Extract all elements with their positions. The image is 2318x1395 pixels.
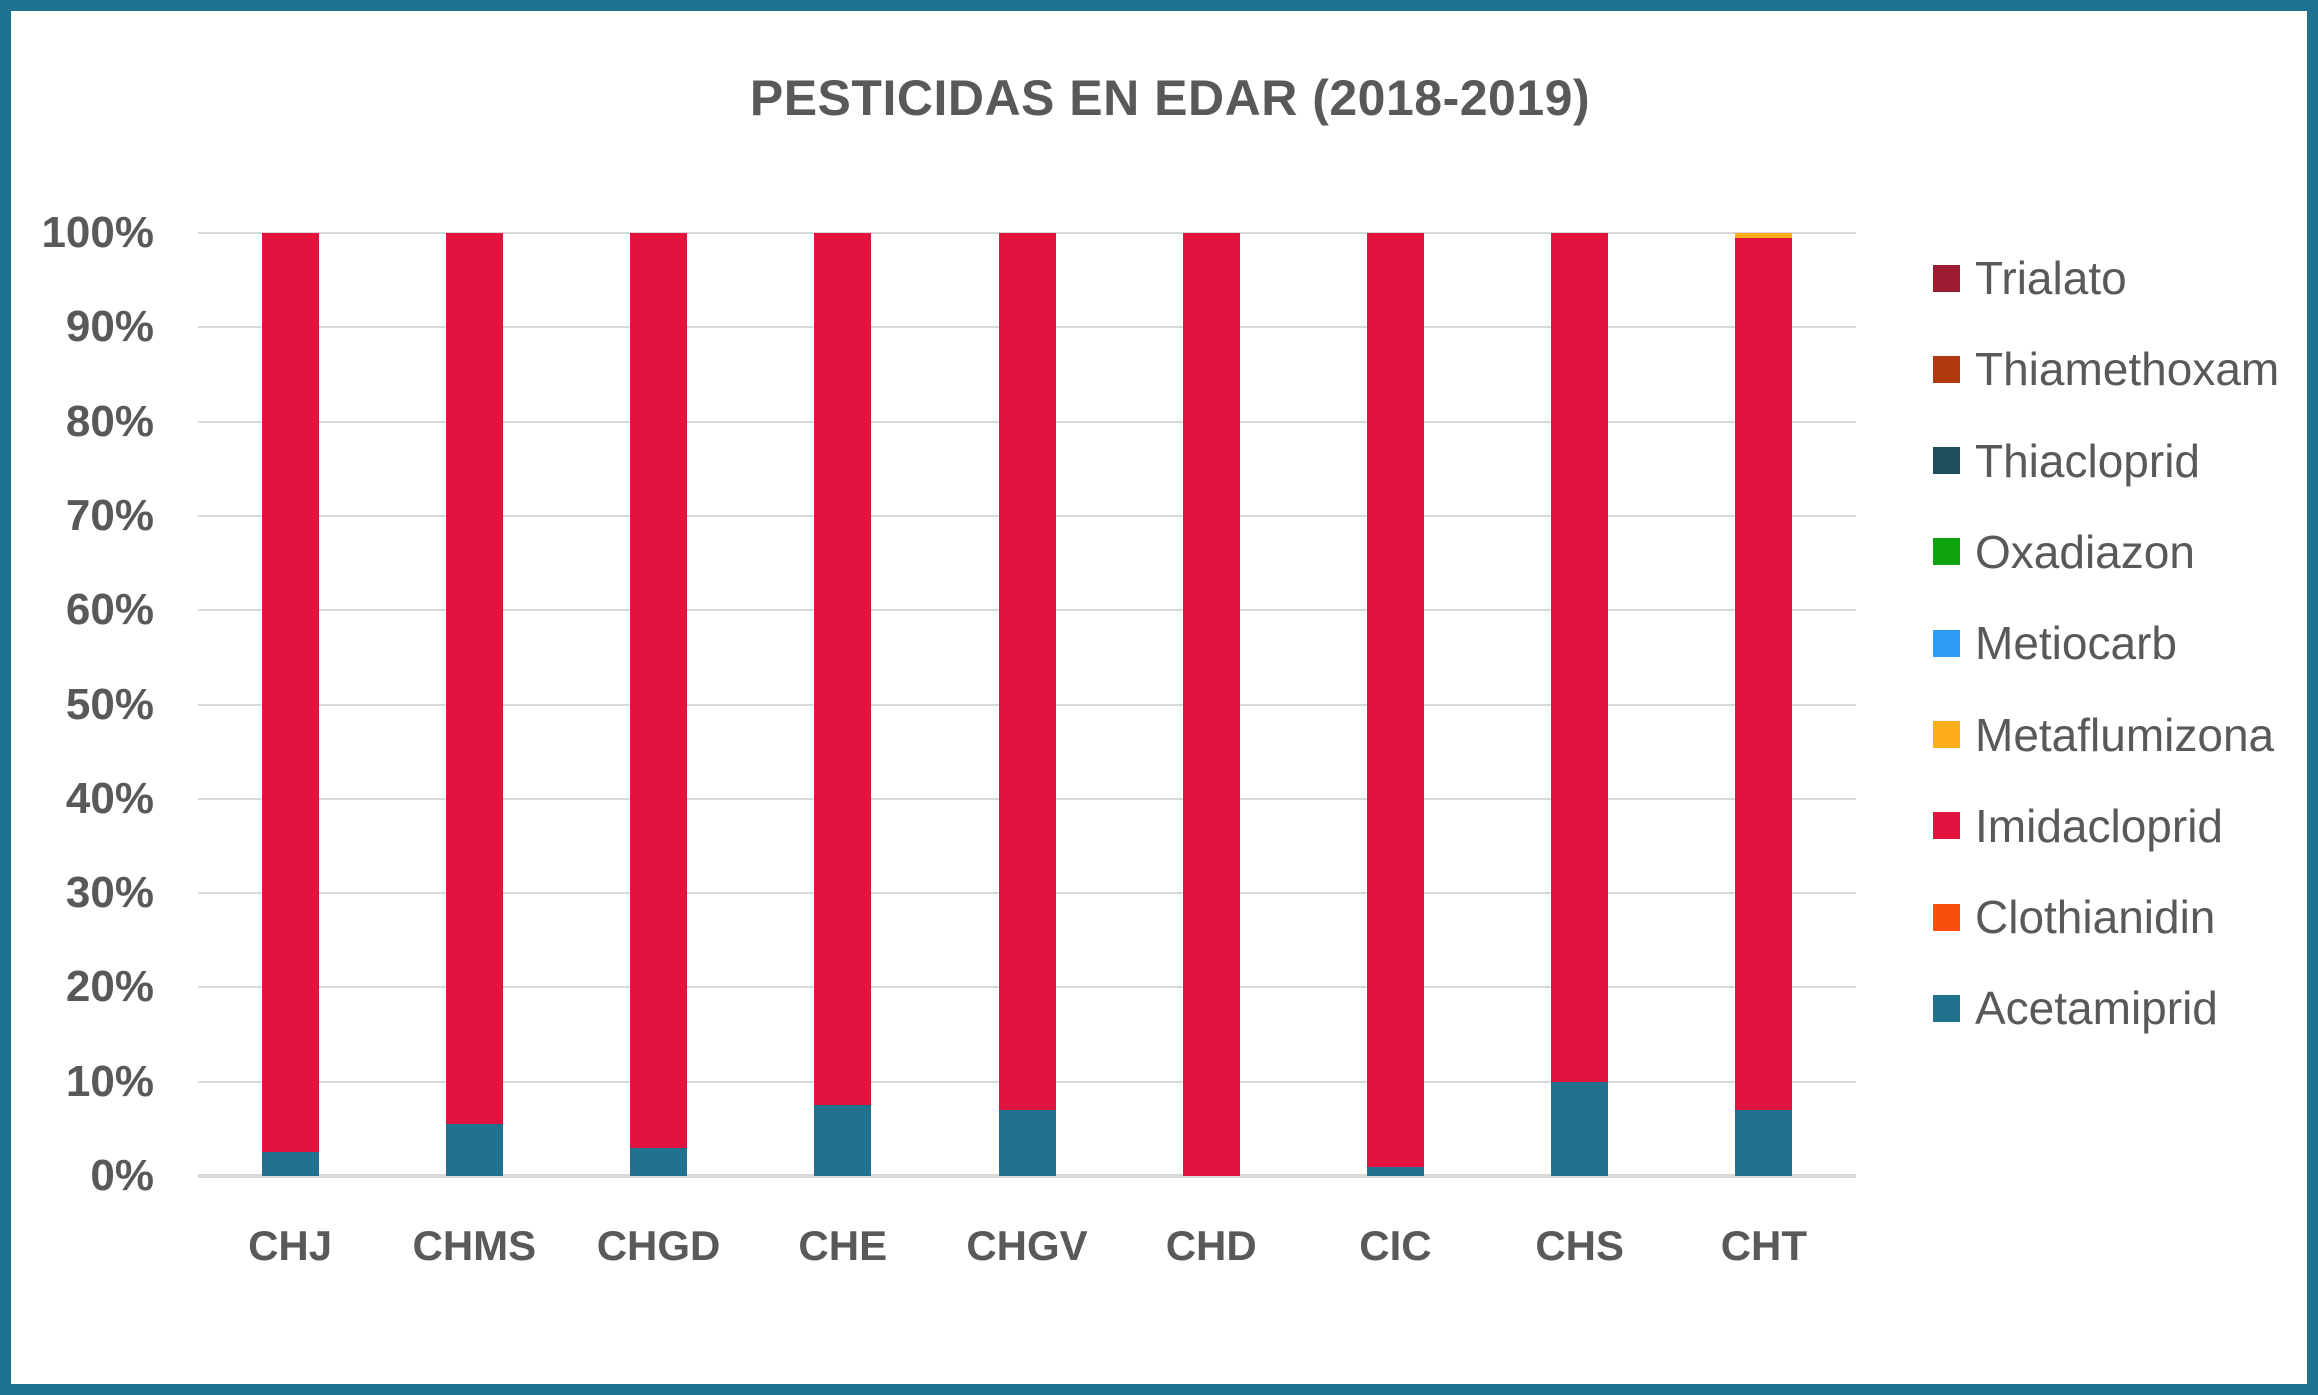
x-axis-label-che: CHE (798, 1222, 888, 1269)
bar-che (814, 233, 872, 1176)
bar-segment-metaflumizona (1735, 233, 1793, 238)
bar-segment-acetamiprid (630, 1147, 688, 1176)
y-axis-tick-label: 80% (65, 396, 154, 446)
bar-chgv (998, 233, 1056, 1176)
bar-chgd (630, 233, 688, 1176)
y-axis-tick-label: 10% (65, 1056, 154, 1106)
x-axis-label-chgd: CHGD (596, 1222, 721, 1269)
x-axis-label-chj: CHJ (248, 1222, 333, 1269)
y-axis-tick-label: 90% (65, 302, 154, 352)
bar-segment-imidacloprid (1735, 237, 1793, 1110)
bar-segment-acetamiprid (445, 1124, 503, 1176)
x-axis-label-chs: CHS (1535, 1222, 1624, 1269)
x-axis-label-chd: CHD (1165, 1222, 1257, 1269)
x-axis-label-cic: CIC (1359, 1222, 1432, 1269)
y-axis-tick-label: 30% (65, 868, 154, 918)
bar-chms (445, 233, 503, 1176)
bar-segment-imidacloprid (1551, 233, 1609, 1082)
bar-segment-imidacloprid (630, 233, 688, 1148)
y-axis-tick-label: 100% (41, 208, 154, 257)
bar-segment-imidacloprid (814, 233, 872, 1106)
bar-segment-imidacloprid (1182, 233, 1240, 1176)
gridline (198, 232, 1856, 234)
y-axis-tick-label: 20% (65, 962, 154, 1012)
bar-chj (261, 233, 319, 1176)
bar-segment-acetamiprid (1366, 1166, 1424, 1176)
bar-segment-imidacloprid (445, 233, 503, 1125)
gridline (198, 1174, 1856, 1178)
bar-segment-acetamiprid (1551, 1081, 1609, 1176)
bar-segment-acetamiprid (814, 1105, 872, 1176)
bar-segment-imidacloprid (998, 233, 1056, 1110)
bar-segment-acetamiprid (261, 1152, 319, 1176)
y-axis-tick-label: 50% (65, 679, 154, 729)
chart-title: PESTICIDAS EN EDAR (2018-2019) (749, 70, 1591, 126)
bar-segment-acetamiprid (1735, 1110, 1793, 1176)
bar-chd (1182, 233, 1240, 1176)
bar-cht (1735, 233, 1793, 1176)
y-axis-tick-label: 0% (90, 1151, 154, 1200)
bar-chs (1551, 233, 1609, 1176)
y-axis-tick-label: 40% (65, 773, 154, 823)
x-axis-label-cht: CHT (1720, 1222, 1808, 1269)
x-axis-label-chms: CHMS (412, 1222, 537, 1269)
x-axis-label-chgv: CHGV (966, 1222, 1088, 1269)
bar-segment-imidacloprid (261, 233, 319, 1153)
bar-segment-imidacloprid (1366, 233, 1424, 1167)
bar-cic (1366, 233, 1424, 1176)
y-axis-tick-label: 60% (65, 585, 154, 635)
bar-segment-acetamiprid (998, 1110, 1056, 1176)
y-axis-tick-label: 70% (65, 490, 154, 540)
